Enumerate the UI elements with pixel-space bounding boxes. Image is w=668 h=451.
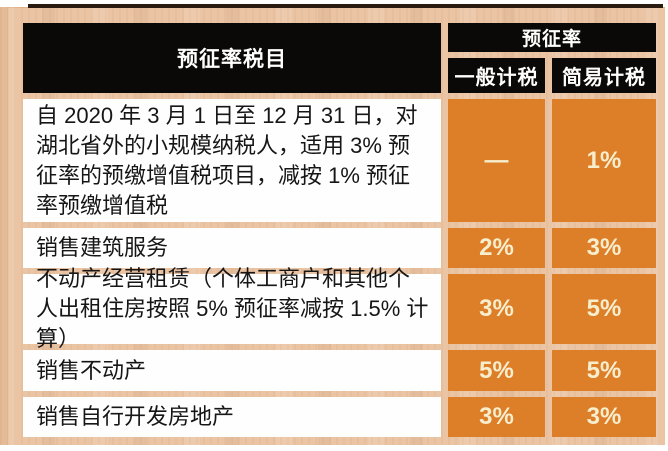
simple-rate-cell: 3%	[552, 397, 656, 437]
header-rate-group: 预征率	[448, 23, 656, 52]
simple-rate-cell: 5%	[552, 350, 656, 391]
general-rate-cell: 3%	[448, 397, 545, 437]
rate-table: 预征率税目 预征率 一般计税 简易计税 自 2020 年 3 月 1 日至 12…	[8, 8, 668, 445]
general-rate-cell: 2%	[448, 228, 545, 268]
simple-rate-cell: 1%	[552, 99, 656, 222]
top-edge-strip	[28, 4, 663, 8]
header-simple-tax: 简易计税	[552, 58, 656, 93]
item-cell: 销售建筑服务	[23, 228, 441, 268]
general-rate-cell: 5%	[448, 350, 545, 391]
general-rate-cell: 3%	[448, 274, 545, 344]
rate-table-grid: 预征率税目 预征率 一般计税 简易计税 自 2020 年 3 月 1 日至 12…	[23, 23, 656, 437]
simple-rate-cell: 3%	[552, 228, 656, 268]
item-cell: 销售不动产	[23, 350, 441, 391]
header-general-tax: 一般计税	[448, 58, 545, 93]
header-tax-item: 预征率税目	[23, 23, 441, 93]
general-rate-cell: —	[448, 99, 545, 222]
item-cell: 不动产经营租赁（个体工商户和其他个人出租住房按照 5% 预征率减按 1.5% 计…	[23, 266, 441, 351]
item-cell: 销售自行开发房地产	[23, 397, 441, 437]
item-cell: 自 2020 年 3 月 1 日至 12 月 31 日，对湖北省外的小规模纳税人…	[23, 99, 441, 222]
simple-rate-cell: 5%	[552, 274, 656, 344]
